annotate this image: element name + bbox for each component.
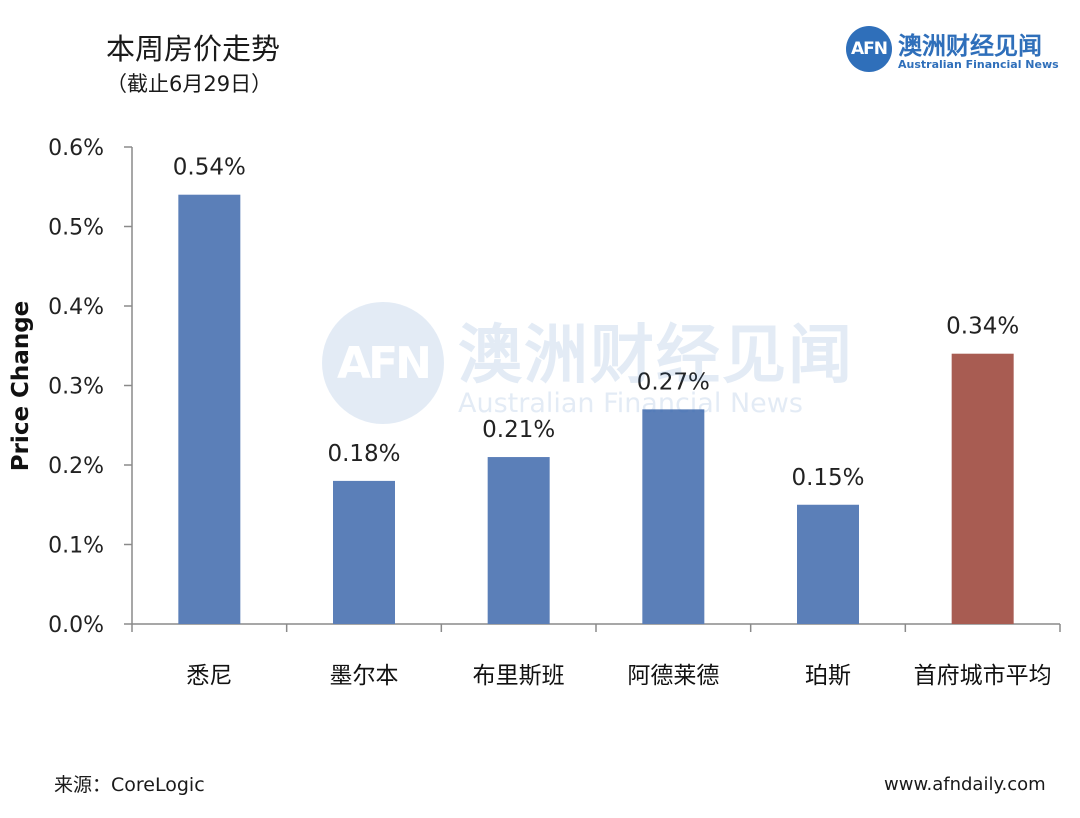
logo-name-cn: 澳洲财经见闻 <box>898 32 1042 60</box>
bar <box>178 194 241 624</box>
source-note: 来源：CoreLogic <box>54 774 205 796</box>
y-tick-label: 0.3% <box>48 375 104 400</box>
data-label: 0.15% <box>791 465 864 491</box>
y-tick-label: 0.5% <box>48 216 104 241</box>
data-label: 0.34% <box>946 314 1019 340</box>
data-label: 0.54% <box>173 155 246 181</box>
website-url: www.afndaily.com <box>884 774 1046 795</box>
y-axis-label: Price Change <box>8 301 34 472</box>
x-tick-label: 首府城市平均 <box>914 663 1052 689</box>
bar <box>333 480 395 624</box>
data-label: 0.18% <box>327 441 400 467</box>
logo-name-en: Australian Financial News <box>898 58 1059 71</box>
chart-subtitle: （截止6月29日） <box>106 72 273 96</box>
x-tick-label: 悉尼 <box>186 663 232 689</box>
afn-logo-icon: AFN <box>846 26 892 72</box>
bar <box>642 409 705 624</box>
x-tick-label: 珀斯 <box>805 663 851 689</box>
afn-logo: AFN 澳洲财经见闻 Australian Financial News <box>846 26 1059 76</box>
x-tick-label: 墨尔本 <box>330 663 399 689</box>
bar <box>487 457 550 624</box>
bar <box>797 504 859 624</box>
y-tick-label: 0.0% <box>48 613 104 638</box>
chart-axes <box>124 146 1061 632</box>
y-tick-label: 0.2% <box>48 454 104 479</box>
y-tick-label: 0.1% <box>48 534 104 559</box>
data-label: 0.27% <box>637 369 710 395</box>
bar <box>951 353 1014 624</box>
y-tick-label: 0.6% <box>48 136 104 161</box>
x-tick-label: 阿德莱德 <box>627 663 719 689</box>
data-label: 0.21% <box>482 417 555 443</box>
chart-bars <box>178 194 1014 624</box>
x-tick-label: 布里斯班 <box>473 663 565 689</box>
chart-title: 本周房价走势 <box>106 32 281 66</box>
chart-labels: 0.0% 0.1% 0.2% 0.3% 0.4% 0.5% 0.6% Price Change… <box>8 136 1052 689</box>
y-tick-label: 0.4% <box>48 295 104 320</box>
